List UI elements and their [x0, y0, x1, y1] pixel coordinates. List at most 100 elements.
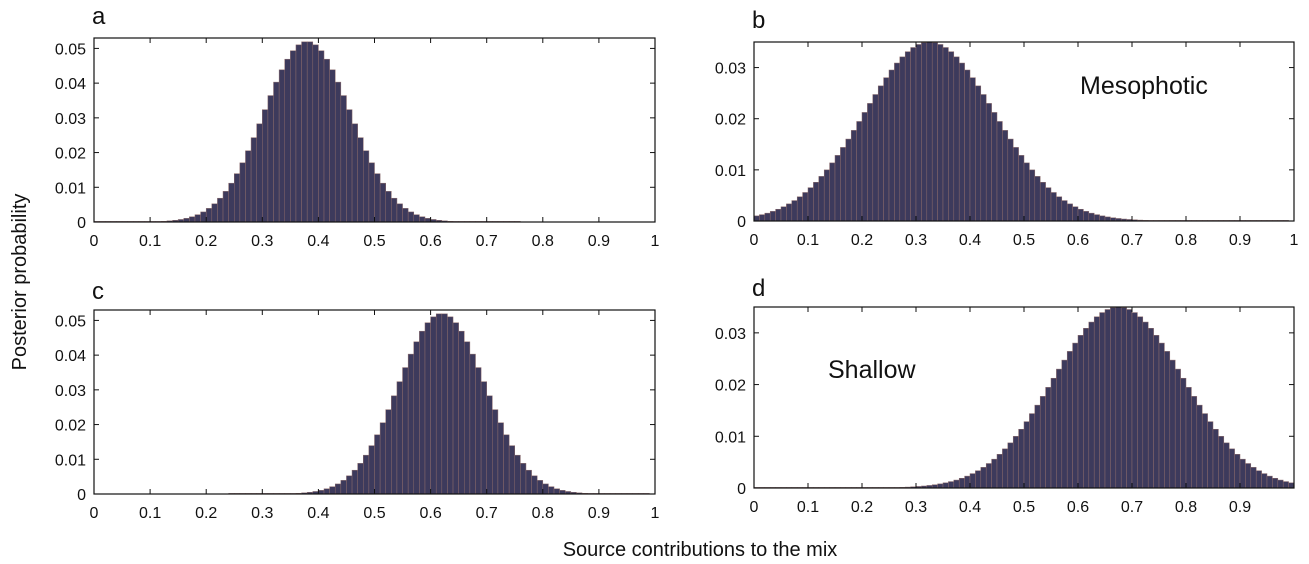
y-tick-label: 0.05: [55, 41, 86, 58]
x-tick-label: 0: [750, 232, 759, 249]
panel-annotation: Mesophotic: [1080, 72, 1208, 100]
x-tick-label: 1: [651, 233, 660, 250]
y-tick-label: 0.03: [715, 61, 746, 78]
x-tick-label: 0.3: [905, 232, 927, 249]
histogram-bar: [856, 121, 863, 222]
histogram-bar: [1039, 396, 1046, 489]
x-tick-label: 0.2: [851, 499, 873, 516]
histogram-bar: [357, 463, 364, 495]
histogram-bar: [1120, 307, 1127, 489]
histogram-bar: [877, 85, 884, 222]
histogram-bar: [1050, 192, 1057, 222]
histogram-bar: [1239, 458, 1246, 489]
histogram-bar: [402, 367, 409, 495]
histogram-bar: [234, 173, 241, 223]
histogram-bar: [548, 486, 555, 495]
x-tick-label: 0.3: [251, 505, 273, 522]
x-tick-label: 0.4: [959, 232, 981, 249]
histogram-bar: [926, 41, 933, 222]
histogram-bar: [1061, 359, 1068, 489]
histogram-bar: [1099, 312, 1106, 489]
histogram-bar: [1018, 155, 1025, 222]
histogram-bar: [1007, 442, 1014, 489]
histogram-bar: [980, 467, 987, 489]
x-tick-label: 0.4: [307, 505, 329, 522]
histogram-bar: [985, 463, 992, 489]
x-tick-label: 0.1: [139, 505, 161, 522]
histogram-bar: [775, 208, 782, 222]
y-axis-title: Posterior probability: [9, 194, 31, 371]
histogram-bar: [363, 454, 370, 495]
x-tick-label: 1: [651, 505, 660, 522]
histogram-bar: [329, 486, 336, 495]
histogram-bar: [996, 121, 1003, 222]
histogram-bar: [1266, 475, 1273, 489]
histogram-bar: [464, 341, 471, 495]
histogram-bar: [407, 353, 415, 495]
histogram-bar: [1288, 482, 1295, 489]
histogram-bar: [872, 94, 879, 222]
histogram-bar: [1164, 351, 1171, 489]
histogram-bar: [239, 162, 246, 223]
histogram-bar: [351, 469, 358, 495]
histogram-bar: [497, 422, 504, 495]
x-tick-label: 0.5: [363, 233, 385, 250]
histogram-bar: [1012, 436, 1019, 489]
x-tick-label: 0: [90, 233, 99, 250]
x-tick-label: 0.7: [476, 233, 498, 250]
histogram-bar: [1083, 211, 1090, 222]
histogram-bar: [937, 483, 944, 489]
histogram-bar: [769, 211, 776, 222]
histogram-bar: [1023, 421, 1030, 489]
y-tick-label: 0.03: [55, 383, 86, 400]
histogram-bar: [447, 316, 454, 495]
histogram-bar: [861, 112, 868, 222]
histogram-bar: [1137, 316, 1144, 489]
histogram-bar: [301, 41, 308, 223]
y-tick-label: 0.02: [55, 146, 86, 163]
histogram-bar: [942, 47, 949, 222]
histogram-bar: [334, 81, 342, 223]
histogram-bar: [520, 463, 527, 495]
histogram-bar: [764, 212, 771, 222]
histogram-bar: [802, 192, 809, 222]
histogram-bar: [368, 445, 375, 495]
histogram-bar: [1223, 442, 1230, 489]
histogram-bar: [273, 81, 280, 223]
histogram-bar: [975, 470, 982, 489]
histogram-bar: [205, 208, 213, 223]
histogram-bar: [419, 216, 426, 223]
histogram-bar: [318, 50, 325, 223]
histogram-bar: [975, 85, 982, 222]
histogram-bar: [340, 95, 347, 223]
histogram-bar: [525, 469, 532, 495]
y-tick-label: 0: [737, 214, 746, 231]
histogram-bar: [1072, 342, 1079, 489]
x-tick-label: 0.4: [959, 499, 981, 516]
x-tick-label: 0.7: [1121, 232, 1143, 249]
histogram-bar: [813, 182, 820, 222]
histogram-bar: [1056, 196, 1063, 222]
panel-d: 0 0.1 0.2 0.3 0.4 0.5 0.6 0.7 0.8 0.9 0 0.01 0.02 0.0…: [715, 275, 1295, 516]
histogram-bar: [1153, 335, 1160, 489]
x-tick-label: 0.2: [195, 505, 217, 522]
histogram-bar: [1029, 169, 1036, 222]
histogram-bar: [1104, 309, 1111, 489]
histogram-bar: [1104, 216, 1111, 222]
histogram-bar: [1088, 212, 1095, 222]
histogram-bar: [189, 216, 196, 223]
histogram-bar: [374, 434, 381, 495]
histogram-bar: [514, 454, 521, 495]
histogram-bar: [475, 367, 482, 495]
histogram-bar: [1277, 479, 1284, 489]
histogram-bar: [413, 214, 420, 223]
histogram-bar: [1018, 428, 1025, 489]
histogram-bar: [969, 77, 976, 222]
histogram-bar: [1272, 477, 1279, 489]
histogram-bar: [469, 353, 476, 495]
histogram-bar: [1023, 162, 1030, 222]
x-tick-label: 0.2: [851, 232, 873, 249]
x-tick-label: 0.5: [1013, 232, 1035, 249]
panel-a: 0 0.1 0.2 0.3 0.4 0.5 0.6 0.7 0.8 0.9 1 0 0.01 0.02 0.…: [55, 3, 660, 250]
histogram-bar: [964, 69, 971, 222]
